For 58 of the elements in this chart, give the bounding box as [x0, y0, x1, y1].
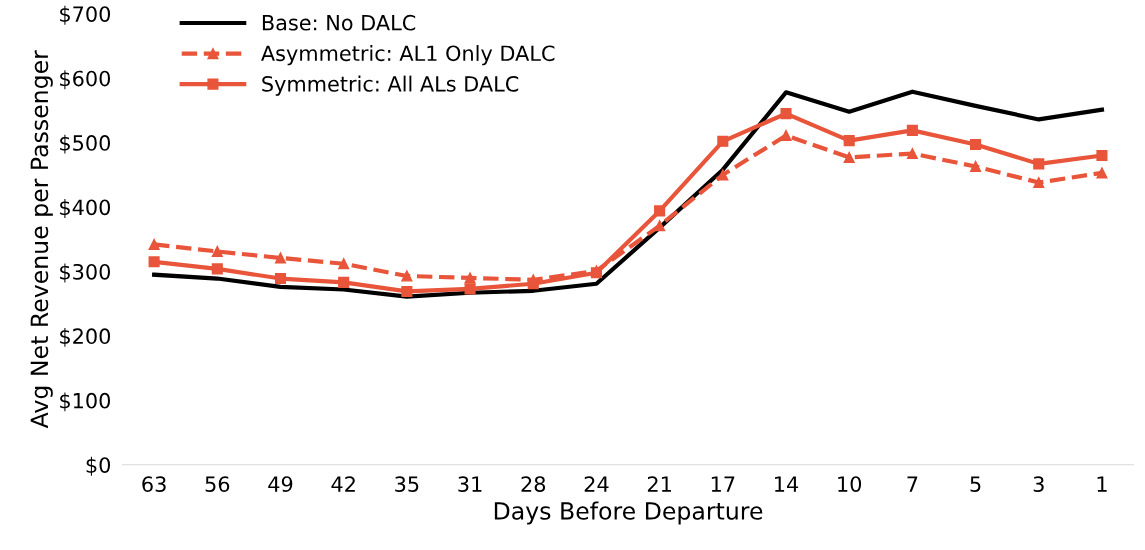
- x-tick-label: 10: [838, 476, 862, 492]
- legend-label: Asymmetric: AL1 Only DALC: [261, 45, 555, 66]
- x-tick-label: 28: [521, 476, 546, 492]
- y-tick-label: $100: [60, 392, 111, 412]
- x-tick-label: 17: [711, 476, 735, 492]
- point: [780, 108, 792, 120]
- point: [654, 205, 666, 217]
- point: [464, 283, 476, 295]
- point: [1033, 158, 1045, 170]
- x-tick-label: 42: [331, 476, 355, 492]
- y-tick-label: $300: [60, 263, 111, 283]
- legend-label: Base: No DALC: [262, 14, 416, 31]
- point: [717, 169, 729, 181]
- y-axis-title: Avg Net Revenue per Passenger: [30, 50, 53, 429]
- point: [274, 272, 287, 285]
- y-tick-label: $200: [60, 327, 111, 347]
- x-tick-label: 21: [647, 476, 671, 492]
- point: [211, 245, 223, 258]
- point: [338, 258, 350, 270]
- x-tick-label: 49: [268, 476, 293, 492]
- legend-label: Symmetric: All ALs DALC: [262, 75, 519, 96]
- point: [274, 252, 287, 264]
- y-tick-label: $0: [86, 456, 111, 476]
- x-tick-label: 14: [775, 476, 799, 492]
- point: [1096, 167, 1108, 179]
- point: [401, 270, 413, 282]
- x-axis-title: Days Before Departure: [494, 501, 763, 525]
- x-tick-label: 31: [458, 476, 482, 492]
- point: [338, 276, 350, 288]
- point: [843, 135, 855, 147]
- x-tick-label: 24: [584, 476, 609, 492]
- point: [148, 238, 160, 250]
- point: [1033, 176, 1045, 189]
- point: [527, 278, 539, 290]
- point: [780, 129, 792, 142]
- point: [654, 220, 666, 232]
- y-tick-label: $700: [60, 5, 111, 25]
- point: [148, 256, 160, 268]
- x-tick-label: 35: [395, 476, 419, 492]
- x-tick-label: 1: [1097, 476, 1107, 492]
- point: [1096, 149, 1108, 162]
- y-tick-label: $400: [60, 199, 111, 219]
- x-tick-label: 7: [907, 476, 918, 492]
- x-tick-label: 56: [205, 476, 230, 492]
- x-tick-label: 63: [142, 476, 166, 492]
- point: [843, 151, 855, 163]
- point: [464, 272, 476, 284]
- point: [906, 148, 918, 160]
- point: [906, 124, 918, 136]
- point: [211, 263, 223, 275]
- y-tick-label: $500: [60, 134, 111, 154]
- point: [970, 138, 982, 151]
- point: [717, 135, 729, 147]
- point: [970, 160, 982, 173]
- point: [401, 285, 413, 297]
- y-tick-label: $600: [60, 70, 111, 90]
- x-tick-label: 5: [970, 476, 981, 492]
- x-tick-label: 3: [1033, 476, 1044, 492]
